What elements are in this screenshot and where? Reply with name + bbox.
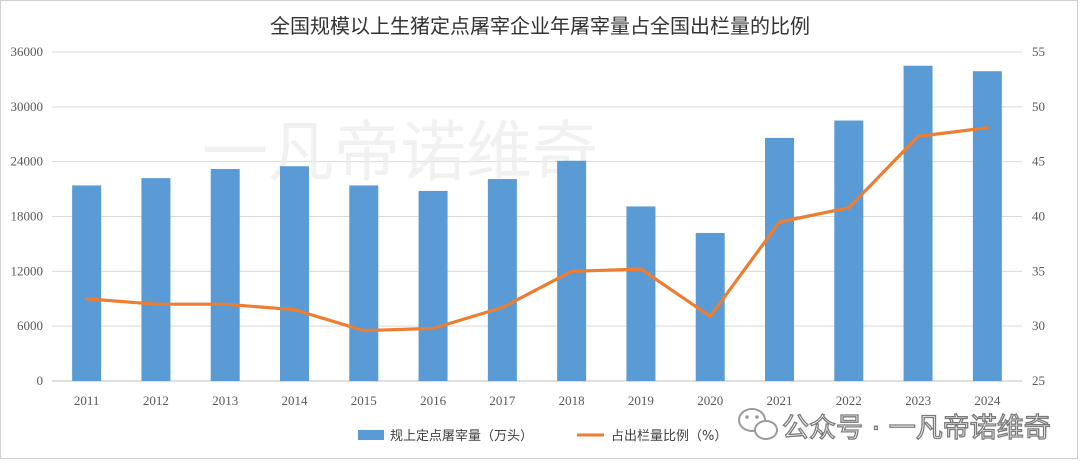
x-tick-label: 2014 — [282, 393, 309, 408]
x-tick-label: 2013 — [212, 393, 238, 408]
x-tick-label: 2020 — [697, 393, 723, 408]
bar — [487, 179, 517, 381]
series-line — [84, 126, 990, 333]
bar — [626, 206, 656, 381]
right-tick-label: 35 — [1032, 263, 1045, 278]
right-tick-label: 40 — [1032, 209, 1045, 224]
left-tick-label: 18000 — [11, 209, 44, 224]
chart-title: 全国规模以上生猪定点屠宰企业年屠宰量占全国出栏量的比例 — [270, 14, 810, 38]
right-axis-ticks: 25 30 35 40 45 50 55 — [1032, 44, 1045, 388]
x-tick-label: 2011 — [74, 393, 100, 408]
left-tick-label: 12000 — [11, 263, 44, 278]
x-tick-label: 2017 — [489, 393, 516, 408]
right-tick-label: 55 — [1032, 44, 1045, 59]
watermark-footer: 公众号 · 一凡帝诺维奇 — [738, 408, 1051, 445]
watermark-center: 一凡帝诺维奇 — [202, 114, 598, 191]
line-series — [84, 126, 990, 333]
x-tick-label: 2024 — [974, 393, 1001, 408]
bar — [695, 232, 725, 381]
bar — [903, 65, 933, 381]
x-tick-label: 2022 — [836, 393, 862, 408]
right-tick-label: 30 — [1032, 318, 1045, 333]
left-axis-ticks: 0 6000 12000 18000 24000 30000 36000 — [11, 44, 44, 388]
x-tick-label: 2021 — [767, 393, 793, 408]
watermark-footer-text: 公众号 · 一凡帝诺维奇 — [782, 413, 1051, 444]
bar — [280, 166, 309, 381]
bar — [972, 71, 1002, 382]
gridlines — [52, 51, 1022, 382]
right-tick-label: 25 — [1032, 373, 1045, 388]
left-tick-label: 30000 — [11, 99, 44, 114]
bar — [834, 120, 864, 382]
legend-bar-swatch — [358, 430, 384, 440]
bar — [141, 178, 171, 381]
left-tick-label: 24000 — [11, 154, 44, 169]
legend-bar-label: 规上定点屠宰量（万头） — [390, 428, 533, 444]
legend: 规上定点屠宰量（万头） 占出栏量比例（%） — [358, 428, 727, 444]
bar — [765, 137, 794, 381]
x-tick-label: 2016 — [420, 393, 447, 408]
x-tick-label: 2019 — [628, 393, 654, 408]
right-tick-label: 45 — [1032, 154, 1045, 169]
x-tick-label: 2018 — [559, 393, 585, 408]
right-tick-label: 50 — [1032, 99, 1045, 114]
left-tick-label: 6000 — [17, 318, 43, 333]
bar — [210, 168, 240, 381]
x-axis-ticks: 2011 2012 2013 2014 2015 2016 2017 2018 2019 2020… — [74, 393, 1001, 408]
legend-line-label: 占出栏量比例（%） — [611, 429, 727, 444]
x-tick-label: 2023 — [905, 393, 931, 408]
bar-series — [72, 65, 1002, 382]
x-tick-label: 2015 — [351, 393, 377, 408]
left-tick-label: 36000 — [11, 44, 44, 59]
x-tick-label: 2012 — [143, 393, 169, 408]
wechat-icon — [738, 408, 778, 440]
bar — [72, 185, 102, 381]
bar — [418, 190, 448, 381]
left-tick-label: 0 — [37, 373, 44, 388]
bar — [349, 185, 379, 381]
